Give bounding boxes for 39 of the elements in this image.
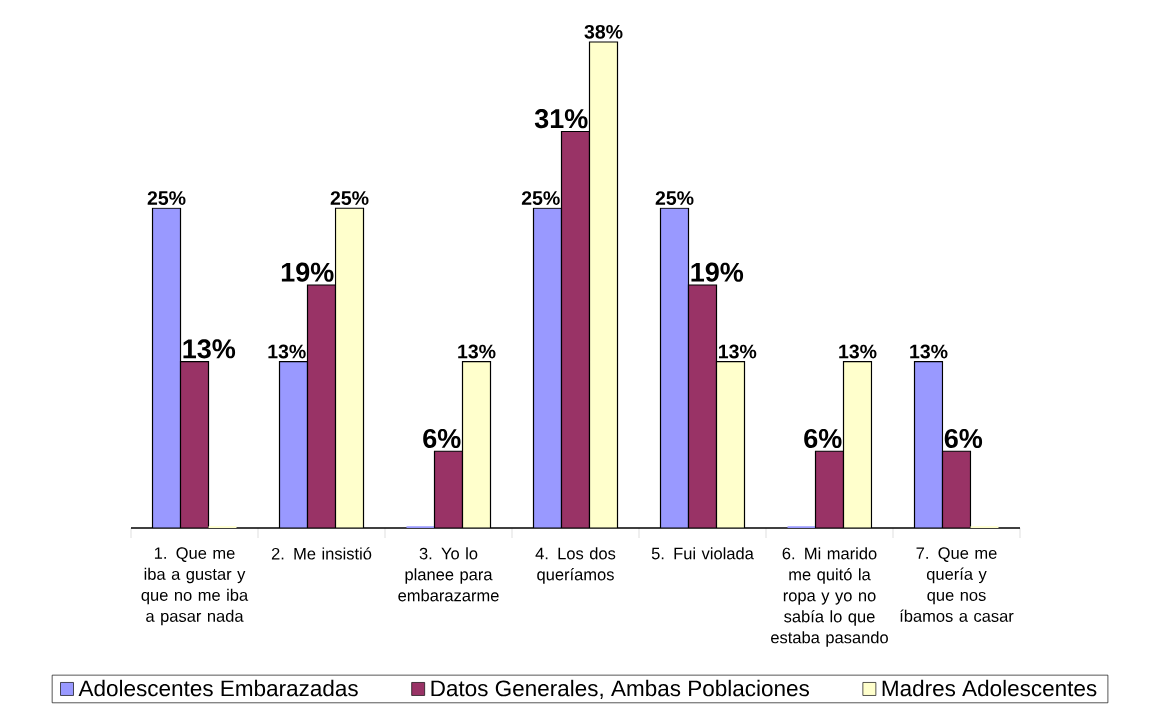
data-label: 38%: [584, 24, 623, 39]
data-label: 19%: [691, 262, 744, 282]
legend-label: Madres Adolescentes: [882, 679, 1097, 697]
data-label: 6%: [944, 428, 983, 448]
bar: [433, 450, 464, 528]
data-label: 13%: [839, 344, 877, 359]
data-label: 25%: [655, 191, 694, 205]
x-tick-label: 2. Me insistió: [271, 547, 372, 560]
x-tick-label: 4. Los dos queríamos: [535, 547, 616, 584]
data-label: 13%: [183, 339, 236, 359]
bar: [687, 284, 718, 528]
bar: [941, 450, 972, 528]
data-label: 13%: [719, 344, 757, 359]
bar: [814, 450, 845, 528]
x-tick-label: 1. Que me iba a gustar y que no me iba a pasar nada: [141, 547, 249, 626]
data-label: 25%: [330, 191, 369, 205]
bar: [588, 41, 619, 528]
legend-label: Datos Generales, Ambas Poblaciones: [431, 679, 809, 700]
bar: [179, 361, 210, 528]
data-label: 25%: [521, 191, 560, 205]
x-tick-label: 6. Mi marido me quitó la ropa y yo no sabía lo que estaba pasando: [771, 547, 888, 647]
data-label: 6%: [804, 428, 842, 448]
x-tick-label: 7. Que me quería y que nos íbamos a casar: [900, 547, 1014, 622]
bar: [334, 207, 365, 528]
legend-label: Adolescentes Embarazadas: [78, 679, 358, 697]
bar: [715, 361, 746, 528]
data-label: 13%: [268, 344, 306, 359]
data-label: 19%: [281, 262, 334, 282]
data-label: 31%: [534, 109, 588, 129]
bar: [842, 361, 873, 528]
x-tick-label: 5. Fui violada: [651, 547, 754, 560]
x-tick-label: 3. Yo lo planee para embarazarme: [398, 547, 499, 602]
bar: [461, 361, 492, 528]
data-label: 13%: [458, 344, 496, 359]
bar: [560, 130, 591, 528]
data-label: 13%: [910, 344, 948, 359]
data-label: 25%: [147, 191, 186, 205]
bar: [306, 284, 337, 528]
data-label: 6%: [423, 428, 461, 448]
